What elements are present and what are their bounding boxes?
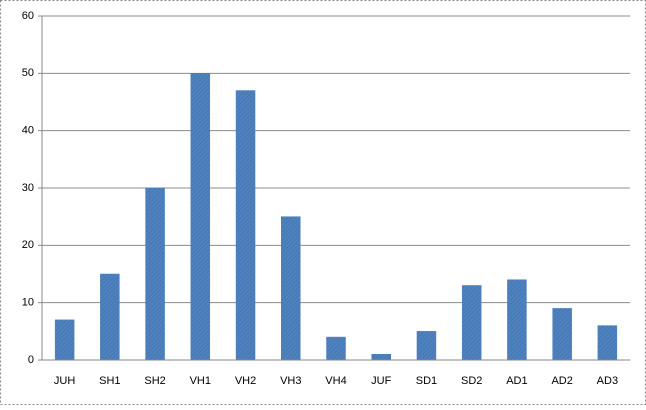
bar [371,354,391,361]
bar [552,308,572,361]
x-tick-label: AD2 [551,375,572,387]
bar [235,90,256,361]
x-tick-label: VH3 [280,375,301,387]
y-tick-label: 40 [22,125,34,137]
x-tick-label: VH2 [235,375,256,387]
x-tick-label: VH1 [190,375,211,387]
x-tick-label: SH2 [144,375,165,387]
bar [145,187,165,361]
x-tick-label: AD1 [506,375,527,387]
y-tick-label: 60 [22,10,34,22]
bar [54,319,75,361]
y-tick-label: 0 [28,354,34,366]
x-tick-label: JUH [54,375,75,387]
bar [100,273,120,361]
x-tick-label: AD3 [597,375,618,387]
y-tick-label: 10 [22,297,34,309]
bar [190,73,211,361]
bar [507,279,527,361]
bar [326,336,346,361]
bar [416,331,437,361]
x-tick-label: JUF [371,375,391,387]
bar [281,216,301,361]
bar [597,325,618,361]
x-tick-label: SH1 [99,375,120,387]
bar [461,285,482,361]
x-tick-label: SD1 [416,375,437,387]
y-tick-label: 30 [22,182,34,194]
x-tick-label: VH4 [325,375,346,387]
x-tick-label: SD2 [461,375,482,387]
y-tick-label: 20 [22,239,34,251]
y-tick-label: 50 [22,67,34,79]
